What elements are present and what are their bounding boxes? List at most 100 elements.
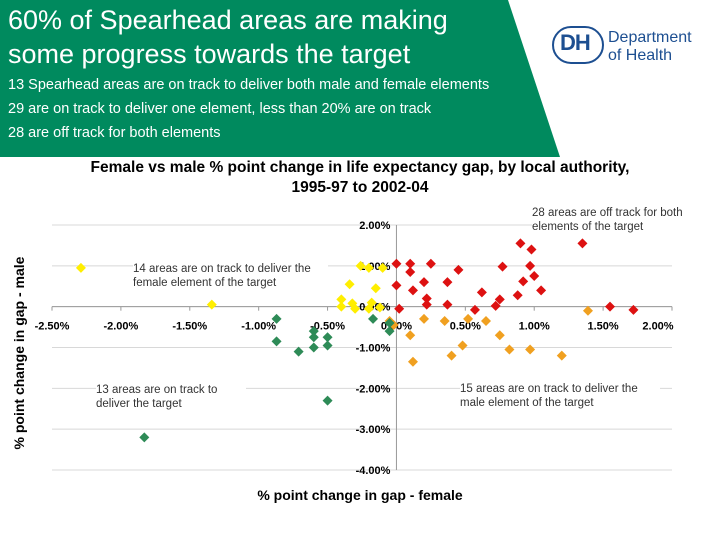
data-point <box>582 305 593 316</box>
data-point <box>512 290 523 301</box>
data-point <box>529 271 540 282</box>
data-point <box>322 340 333 351</box>
data-point <box>391 280 402 291</box>
x-tick-label: 0.50% <box>450 321 481 333</box>
data-point <box>407 285 418 296</box>
data-point <box>363 303 374 314</box>
data-point <box>497 261 508 272</box>
x-tick-label: -1.00% <box>241 321 276 333</box>
x-tick-label: -0.50% <box>310 321 345 333</box>
header-banner: 60% of Spearhead areas are making some p… <box>0 0 720 157</box>
x-tick-label: 1.00% <box>519 321 550 333</box>
y-tick-label: -4.00% <box>356 465 391 477</box>
annotation-top-left: 14 areas are on track to deliver the fem… <box>133 262 328 290</box>
data-point <box>469 304 480 315</box>
data-point <box>463 313 474 324</box>
y-tick-label: -1.00% <box>356 343 391 355</box>
annotation-bottom-right: 15 areas are on track to deliver the mal… <box>460 382 660 410</box>
data-point <box>308 332 319 343</box>
data-point <box>453 264 464 275</box>
data-point <box>75 262 86 273</box>
data-point <box>374 302 385 313</box>
data-point <box>526 244 537 255</box>
data-point <box>536 285 547 296</box>
dh-logo-mark-icon <box>552 26 604 64</box>
chart-title-line-2: 1995-97 to 2002-04 <box>291 179 429 196</box>
logo-mark-text: DH <box>560 30 591 55</box>
data-point <box>322 395 333 406</box>
data-point <box>556 350 567 361</box>
data-point <box>293 346 304 357</box>
slide-title-line-1: 60% of Spearhead areas are making <box>8 5 448 35</box>
y-tick-label: 2.00% <box>359 220 390 232</box>
summary-line-1: 13 Spearhead areas are on track to deliv… <box>8 77 490 93</box>
data-point <box>271 336 282 347</box>
logo-line-1: Department <box>608 29 692 46</box>
tick-labels: 2.00%1.00%0.00%-1.00%-2.00%-3.00%-4.00%-… <box>35 220 674 477</box>
data-point <box>518 276 529 287</box>
data-point <box>377 262 388 273</box>
data-point <box>504 344 515 355</box>
data-point <box>525 260 536 271</box>
logo-wordmark: Department of Health <box>608 29 692 65</box>
data-point <box>605 301 615 312</box>
x-tick-label: -2.50% <box>35 321 70 333</box>
data-point <box>363 262 374 273</box>
data-point <box>308 342 319 353</box>
data-point <box>355 260 366 271</box>
data-point <box>442 277 453 288</box>
data-point <box>425 258 436 269</box>
x-tick-label: 1.50% <box>588 321 619 333</box>
data-point <box>515 238 526 249</box>
data-point <box>525 344 536 355</box>
data-point <box>336 301 347 312</box>
x-axis-label: % point change in gap - female <box>257 487 463 503</box>
data-point <box>481 315 491 326</box>
data-point <box>384 326 395 337</box>
x-tick-label: -2.00% <box>103 321 138 333</box>
data-point <box>494 330 505 341</box>
data-point <box>439 315 450 326</box>
data-point <box>490 300 501 311</box>
data-point <box>308 326 319 337</box>
logo-line-2: of Health <box>608 47 673 64</box>
data-point <box>271 313 282 324</box>
header-background <box>0 0 560 157</box>
x-tick-label: -1.50% <box>172 321 207 333</box>
data-point <box>494 294 505 305</box>
y-axis-label: % point change in gap - male <box>11 256 27 450</box>
data-point <box>336 294 347 305</box>
data-points <box>75 238 639 443</box>
data-point <box>391 258 402 269</box>
data-point <box>421 299 432 310</box>
data-point <box>405 330 416 341</box>
y-tick-label: -2.00% <box>356 383 391 395</box>
data-point <box>139 432 150 443</box>
chart-title-line-1: Female vs male % point change in life ex… <box>90 159 630 176</box>
data-point <box>350 303 361 314</box>
data-point <box>384 318 395 328</box>
summary-line-2: 29 are on track to deliver one element, … <box>8 101 432 117</box>
summary-line-3: 28 are off track for both elements <box>8 125 221 141</box>
data-point <box>394 303 405 314</box>
chart-title: Female vs male % point change in life ex… <box>60 158 660 198</box>
annotation-top-right: 28 areas are off track for both elements… <box>532 206 712 234</box>
data-point <box>370 283 381 294</box>
data-point <box>421 293 432 304</box>
data-point <box>419 313 429 324</box>
data-point <box>405 266 416 277</box>
slide-title-line-2: some progress towards the target <box>8 39 411 69</box>
data-point <box>322 332 333 343</box>
data-point <box>442 299 453 310</box>
data-point <box>344 279 355 290</box>
data-point <box>405 258 416 269</box>
data-point <box>628 304 639 315</box>
department-of-health-logo: DH Department of Health <box>548 22 708 70</box>
data-point <box>206 299 217 310</box>
annotation-bottom-left: 13 areas are on track to deliver the tar… <box>96 383 246 411</box>
data-point <box>476 287 487 298</box>
x-tick-label: 2.00% <box>642 321 673 333</box>
data-point <box>457 340 468 351</box>
data-point <box>446 350 457 361</box>
